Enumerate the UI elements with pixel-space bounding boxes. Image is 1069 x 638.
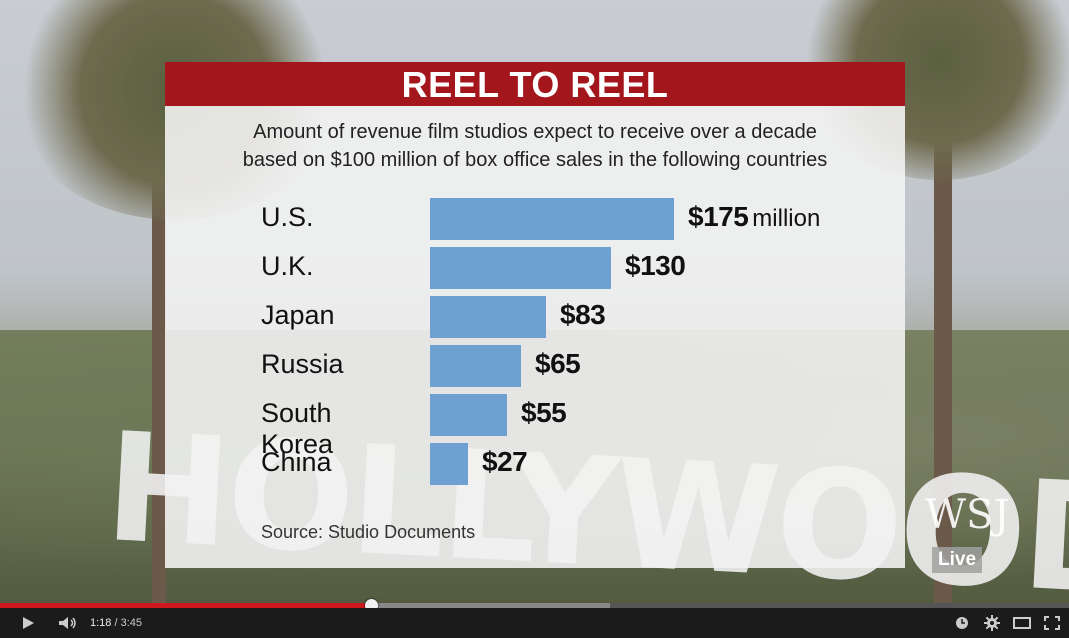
theater-mode-icon bbox=[1013, 617, 1031, 629]
palm-trunk-right bbox=[934, 110, 952, 603]
category-label: U.K. bbox=[261, 251, 314, 281]
chart-source: Source: Studio Documents bbox=[261, 522, 476, 542]
video-frame[interactable]: HOLLYWOOD REEL TO REEL Amount of revenue… bbox=[0, 0, 1069, 603]
value-unit: million bbox=[752, 205, 821, 232]
time-separator: / bbox=[111, 617, 121, 629]
volume-icon bbox=[59, 617, 76, 629]
value-label: $65 bbox=[535, 348, 581, 379]
settings-icon bbox=[984, 615, 1000, 631]
watch-later-icon bbox=[956, 617, 968, 629]
category-label: China bbox=[261, 447, 332, 477]
bar bbox=[430, 296, 546, 338]
current-time: 1:18 bbox=[90, 617, 112, 629]
value-label: $55 bbox=[521, 397, 567, 428]
live-badge: Live bbox=[932, 547, 983, 573]
subtitle-line-1: Amount of revenue film studios expect to… bbox=[253, 121, 817, 143]
value-label: $175 million bbox=[688, 201, 821, 232]
theater-mode-button[interactable] bbox=[1010, 608, 1034, 638]
fullscreen-icon bbox=[1044, 616, 1060, 630]
category-label: Japan bbox=[261, 300, 335, 330]
play-button[interactable] bbox=[14, 608, 42, 638]
value-label: $83 bbox=[560, 299, 606, 330]
watch-later-button[interactable] bbox=[950, 608, 974, 638]
wsj-logo-text: WSJ bbox=[925, 492, 1010, 538]
value-label: $130 bbox=[625, 250, 686, 281]
wsj-logo: WSJ bbox=[925, 495, 1010, 535]
time-display: 1:18 / 3:45 bbox=[90, 608, 142, 638]
chart-panel: REEL TO REEL Amount of revenue film stud… bbox=[165, 62, 905, 568]
duration: 3:45 bbox=[120, 617, 143, 629]
play-icon bbox=[23, 617, 34, 629]
bar bbox=[430, 394, 507, 436]
chart-subtitle: Amount of revenue film studios expect to… bbox=[165, 118, 905, 174]
bar bbox=[430, 198, 674, 240]
fullscreen-button[interactable] bbox=[1040, 608, 1064, 638]
bar bbox=[430, 345, 521, 387]
volume-button[interactable] bbox=[54, 608, 82, 638]
bar bbox=[430, 443, 468, 485]
player-controls: 1:18 / 3:45 bbox=[0, 608, 1069, 638]
bar bbox=[430, 247, 611, 289]
category-label: U.S. bbox=[261, 202, 314, 232]
progress-played bbox=[0, 603, 371, 608]
palm-trunk-left bbox=[152, 120, 166, 603]
settings-button[interactable] bbox=[980, 608, 1004, 638]
category-label: Russia bbox=[261, 349, 344, 379]
subtitle-line-2: based on $100 million of box office sale… bbox=[242, 149, 828, 171]
chart-title: REEL TO REEL bbox=[165, 62, 905, 106]
value-label: $27 bbox=[482, 446, 528, 477]
category-label: South Korea bbox=[261, 398, 334, 459]
